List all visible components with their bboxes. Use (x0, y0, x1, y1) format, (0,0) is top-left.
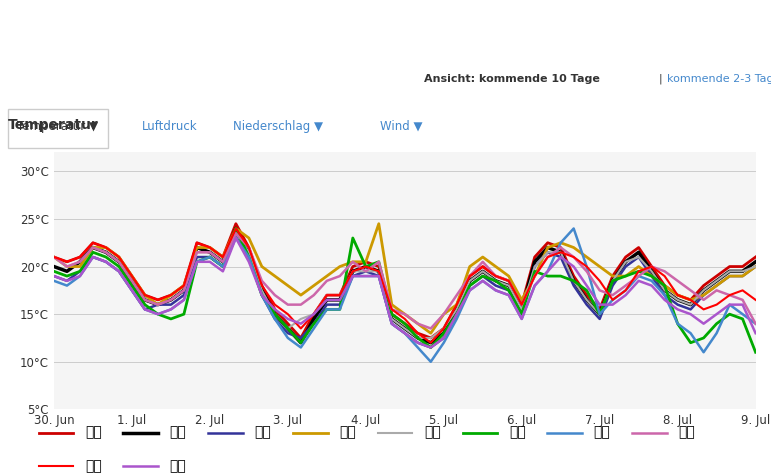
Text: 🇨🇭: 🇨🇭 (85, 426, 102, 440)
FancyBboxPatch shape (8, 109, 108, 148)
Text: Ansicht: kommende 10 Tage: Ansicht: kommende 10 Tage (424, 74, 600, 84)
Text: 🇷🇸: 🇷🇸 (170, 459, 187, 473)
Text: Wind ▼: Wind ▼ (379, 119, 423, 133)
Text: Luftdruck: Luftdruck (142, 119, 197, 133)
Text: 🇦🇺: 🇦🇺 (678, 426, 695, 440)
Text: 🇩🇪: 🇩🇪 (339, 426, 356, 440)
Text: 🇬🇧: 🇬🇧 (424, 426, 441, 440)
Text: für Braunschweig (72m): für Braunschweig (72m) (220, 23, 409, 39)
Text: 🇬🇧: 🇬🇧 (254, 426, 271, 440)
Text: kommende 2-3 Tage: kommende 2-3 Tage (667, 74, 771, 84)
Text: 🇳🇴: 🇳🇴 (85, 459, 102, 473)
Text: Niederschlag ▼: Niederschlag ▼ (233, 119, 322, 133)
Text: Temperatur: Temperatur (8, 118, 99, 132)
Text: Vorhersage XL: Vorhersage XL (12, 23, 141, 39)
Text: Temperatur ▼: Temperatur ▼ (17, 119, 99, 133)
Text: (Multi-Modell): (Multi-Modell) (116, 23, 221, 39)
Text: 🇨🇦: 🇨🇦 (594, 426, 611, 440)
Text: 🇩🇪: 🇩🇪 (170, 426, 187, 440)
Text: 🇺🇸: 🇺🇸 (509, 426, 526, 440)
Text: |: | (659, 74, 666, 84)
